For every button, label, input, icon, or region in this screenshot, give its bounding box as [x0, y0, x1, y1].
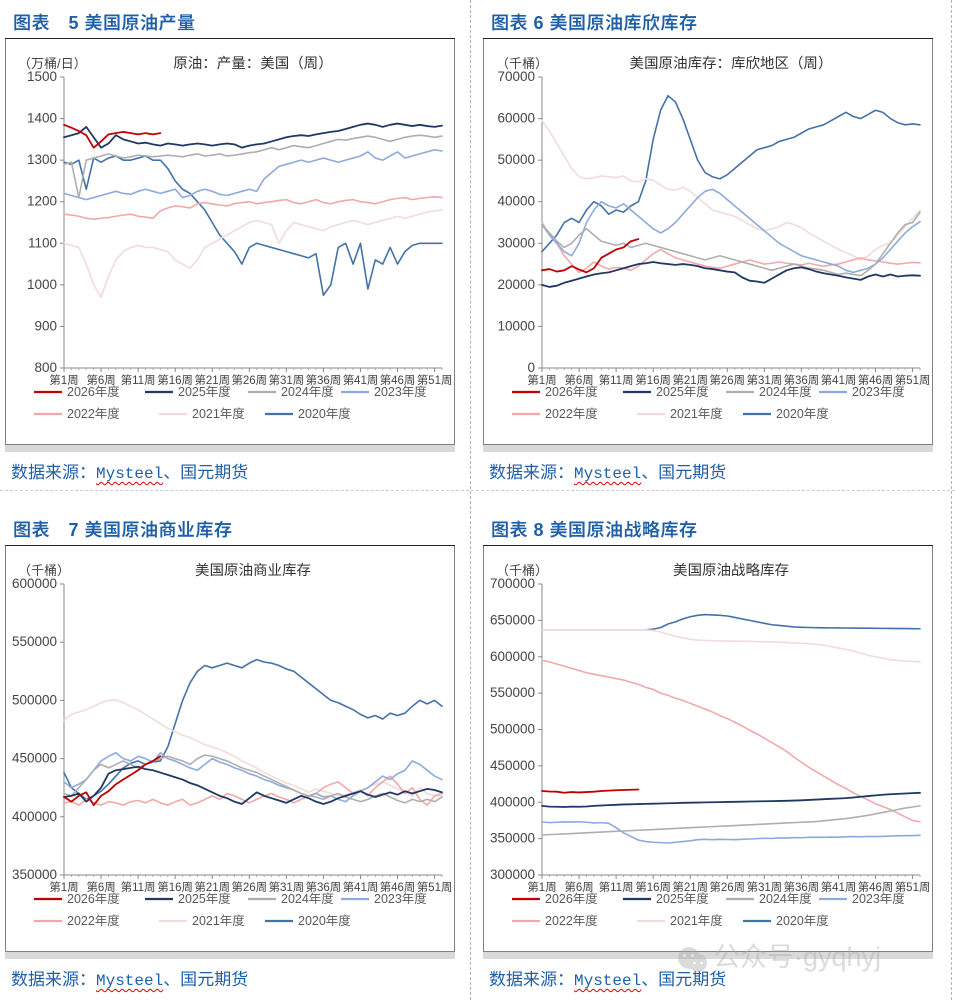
svg-text:2025年度: 2025年度: [656, 892, 709, 906]
svg-text:2023年度: 2023年度: [852, 385, 905, 399]
svg-text:（万桶/日）: （万桶/日）: [18, 56, 87, 71]
svg-text:2021年度: 2021年度: [670, 407, 723, 421]
svg-text:1100: 1100: [28, 235, 57, 250]
svg-text:2022年度: 2022年度: [67, 914, 120, 928]
svg-text:2023年度: 2023年度: [374, 892, 427, 906]
svg-text:2024年度: 2024年度: [759, 385, 812, 399]
svg-text:500000: 500000: [490, 722, 535, 737]
svg-text:800: 800: [34, 360, 57, 375]
svg-text:2024年度: 2024年度: [759, 892, 812, 906]
svg-text:原油：产量：美国（周）: 原油：产量：美国（周）: [173, 55, 333, 72]
svg-text:500000: 500000: [12, 692, 57, 707]
svg-text:（千桶）: （千桶）: [496, 563, 548, 578]
svg-text:美国原油库存：库欣地区（周）: 美国原油库存：库欣地区（周）: [630, 55, 833, 72]
svg-text:50000: 50000: [497, 152, 535, 167]
svg-text:第11周: 第11周: [121, 881, 156, 894]
svg-text:550000: 550000: [12, 634, 57, 649]
svg-text:第26周: 第26周: [709, 881, 745, 894]
svg-text:2020年度: 2020年度: [298, 914, 351, 928]
svg-text:1200: 1200: [27, 194, 57, 209]
svg-text:60000: 60000: [497, 111, 535, 126]
svg-text:350000: 350000: [490, 831, 535, 846]
svg-text:第11周: 第11周: [121, 374, 156, 387]
svg-text:650000: 650000: [490, 612, 535, 627]
svg-text:第11周: 第11周: [599, 374, 634, 387]
svg-text:2024年度: 2024年度: [281, 385, 334, 399]
svg-text:300000: 300000: [490, 867, 535, 882]
svg-text:400000: 400000: [490, 794, 535, 809]
svg-text:2026年度: 2026年度: [67, 385, 120, 399]
svg-text:350000: 350000: [12, 867, 57, 882]
svg-text:（千桶）: （千桶）: [18, 563, 70, 578]
svg-text:第41周: 第41周: [821, 881, 857, 894]
svg-text:20000: 20000: [497, 277, 535, 292]
svg-text:第41周: 第41周: [821, 374, 857, 387]
svg-text:（千桶）: （千桶）: [496, 56, 548, 71]
svg-text:第41周: 第41周: [343, 374, 379, 387]
svg-text:2020年度: 2020年度: [776, 407, 829, 421]
svg-text:第11周: 第11周: [599, 881, 634, 894]
svg-text:700000: 700000: [490, 576, 535, 591]
svg-text:第26周: 第26周: [231, 881, 267, 894]
svg-text:2022年度: 2022年度: [67, 407, 120, 421]
svg-text:2025年度: 2025年度: [178, 892, 231, 906]
svg-text:第41周: 第41周: [343, 881, 379, 894]
svg-text:2020年度: 2020年度: [298, 407, 351, 421]
svg-text:2021年度: 2021年度: [670, 914, 723, 928]
svg-text:1400: 1400: [27, 111, 57, 126]
svg-text:550000: 550000: [490, 685, 535, 700]
svg-text:70000: 70000: [497, 69, 535, 84]
svg-text:10000: 10000: [497, 318, 535, 333]
svg-text:第26周: 第26周: [709, 374, 745, 387]
svg-text:2026年度: 2026年度: [545, 385, 598, 399]
svg-text:600000: 600000: [12, 576, 57, 591]
svg-text:30000: 30000: [497, 235, 535, 250]
svg-text:2020年度: 2020年度: [776, 914, 829, 928]
svg-text:公众号·gyqhyj: 公众号·gyqhyj: [713, 942, 881, 972]
svg-text:2026年度: 2026年度: [545, 892, 598, 906]
svg-text:2022年度: 2022年度: [545, 407, 598, 421]
svg-text:美国原油战略库存: 美国原油战略库存: [673, 562, 789, 579]
svg-text:2021年度: 2021年度: [192, 407, 245, 421]
svg-text:2021年度: 2021年度: [192, 914, 245, 928]
svg-text:第26周: 第26周: [231, 374, 267, 387]
svg-text:400000: 400000: [12, 809, 57, 824]
svg-text:2023年度: 2023年度: [852, 892, 905, 906]
svg-text:450000: 450000: [490, 758, 535, 773]
svg-text:900: 900: [34, 318, 57, 333]
svg-text:1300: 1300: [27, 152, 57, 167]
svg-text:2022年度: 2022年度: [545, 914, 598, 928]
svg-text:450000: 450000: [12, 751, 57, 766]
svg-text:2023年度: 2023年度: [374, 385, 427, 399]
svg-text:40000: 40000: [497, 194, 535, 209]
svg-text:美国原油商业库存: 美国原油商业库存: [195, 562, 311, 579]
svg-text:0: 0: [527, 360, 535, 375]
svg-text:2025年度: 2025年度: [178, 385, 231, 399]
svg-text:2025年度: 2025年度: [656, 385, 709, 399]
svg-text:2024年度: 2024年度: [281, 892, 334, 906]
svg-text:600000: 600000: [490, 649, 535, 664]
svg-text:1000: 1000: [27, 277, 57, 292]
svg-text:1500: 1500: [27, 69, 57, 84]
svg-text:2026年度: 2026年度: [67, 892, 120, 906]
